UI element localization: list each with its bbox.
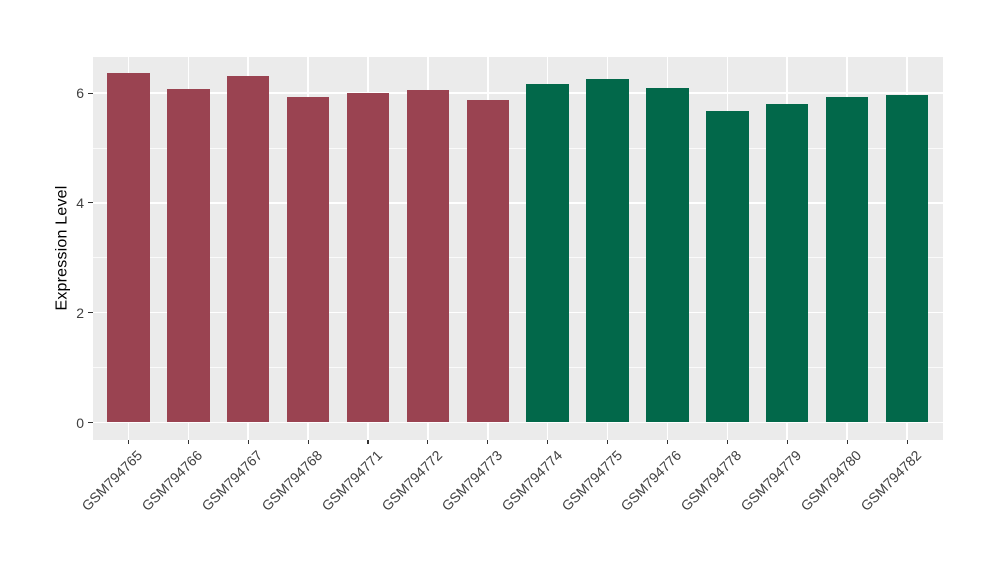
x-tick-mark (906, 439, 908, 444)
x-tick-mark (666, 439, 669, 444)
gridline-minor (92, 147, 943, 149)
y-tick-label: 2 (76, 304, 84, 321)
bar-GSM794765 (107, 73, 150, 423)
x-tick-mark (127, 439, 129, 444)
y-tick-mark (87, 202, 93, 204)
x-tick-mark (367, 439, 369, 444)
gridline-major (92, 311, 943, 314)
bar-GSM794776 (646, 88, 689, 423)
gridline-major (92, 202, 943, 204)
bar-GSM794768 (286, 97, 330, 423)
gridline-minor (92, 367, 943, 368)
y-axis-title: Expression Level (46, 57, 80, 440)
bar-GSM794774 (526, 84, 569, 423)
x-tick-mark (307, 439, 309, 444)
x-tick-mark (786, 439, 788, 444)
x-tick-mark (547, 439, 549, 444)
plot-panel (92, 56, 943, 440)
bar-GSM794771 (346, 92, 390, 423)
gridline-major (92, 92, 943, 94)
gridline-major (92, 421, 943, 424)
y-tick-label: 4 (76, 194, 84, 211)
x-tick-mark (487, 439, 489, 444)
x-tick-label: GSM794765 (78, 447, 146, 514)
bar-GSM794766 (167, 88, 210, 423)
x-tick-mark (427, 439, 429, 444)
bar-GSM794767 (227, 75, 270, 423)
bar-GSM794772 (406, 90, 450, 423)
y-tick-label: 0 (76, 414, 84, 431)
bar-GSM794778 (706, 111, 749, 423)
y-tick-mark (87, 312, 93, 314)
x-tick-mark (247, 439, 249, 444)
x-tick-mark (846, 439, 848, 444)
x-tick-mark (607, 439, 609, 444)
x-tick-mark (187, 439, 189, 444)
y-tick-mark (87, 421, 93, 424)
bar-GSM794782 (885, 94, 929, 423)
y-tick-label: 6 (76, 85, 84, 102)
gridline-minor (92, 257, 943, 259)
y-tick-mark (87, 92, 93, 94)
bar-GSM794773 (466, 99, 509, 423)
bar-GSM794779 (766, 103, 809, 423)
bar-GSM794780 (825, 96, 869, 423)
x-tick-mark (726, 439, 728, 444)
bar-GSM794775 (586, 78, 629, 423)
